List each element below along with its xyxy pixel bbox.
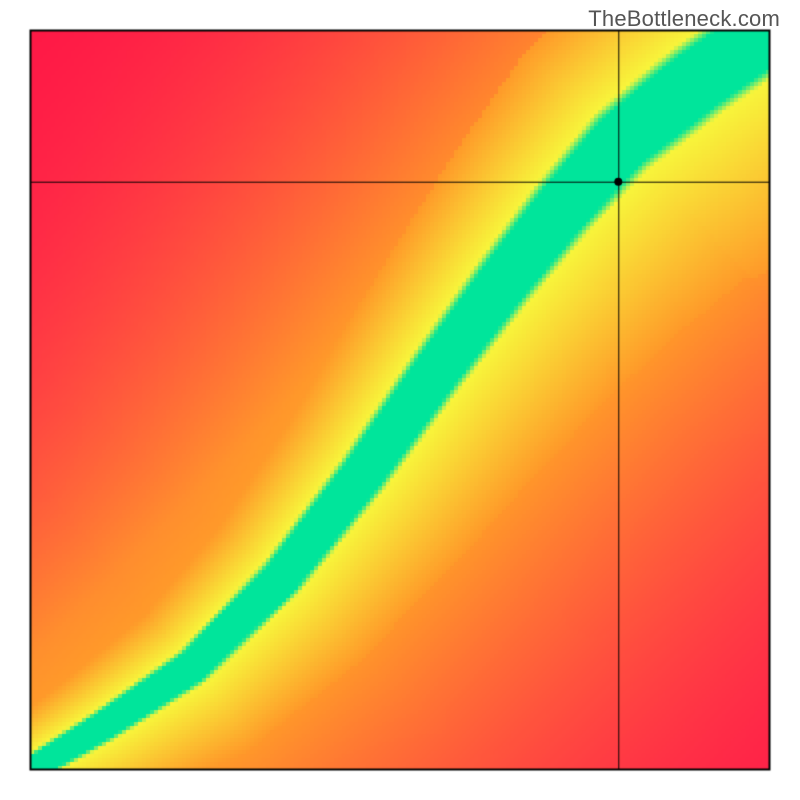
heatmap-canvas	[0, 0, 800, 800]
chart-container: TheBottleneck.com	[0, 0, 800, 800]
watermark-text: TheBottleneck.com	[588, 6, 780, 32]
